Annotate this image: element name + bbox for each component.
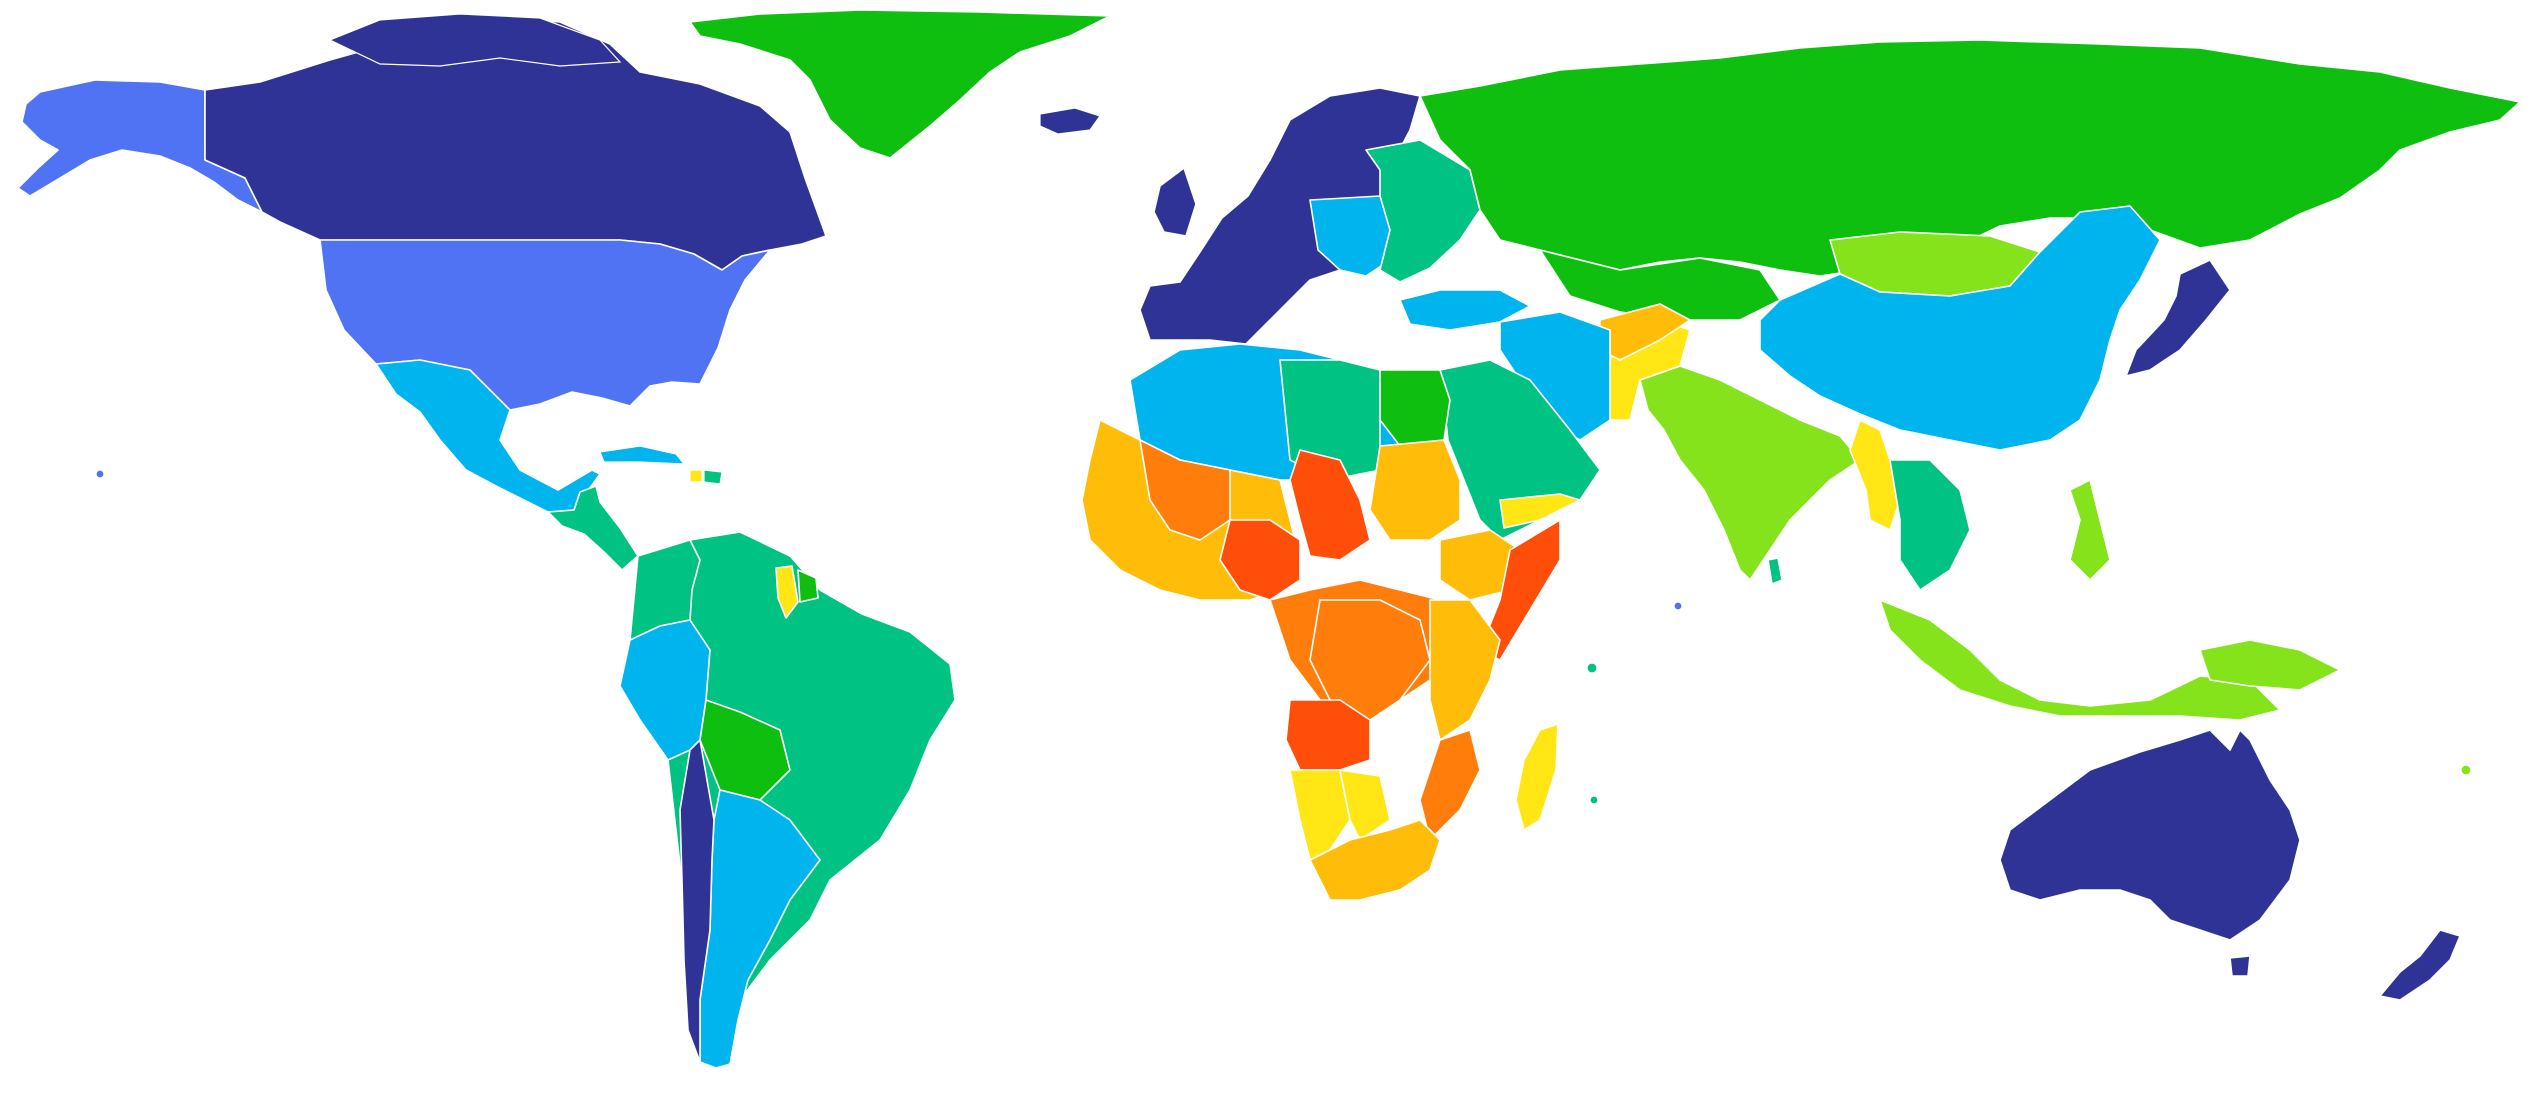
country-japan[interactable] [2125, 259, 2231, 377]
country-dr-congo[interactable] [1309, 599, 1431, 721]
country-bolivia[interactable] [699, 699, 791, 801]
country-india[interactable] [1639, 365, 1861, 581]
region-southern-africa[interactable] [1309, 819, 1441, 901]
island-seychelles [1586, 662, 1598, 674]
country-chile[interactable] [679, 739, 715, 1063]
country-myanmar[interactable] [1849, 419, 1901, 531]
country-angola[interactable] [1285, 699, 1371, 771]
country-iran[interactable] [1499, 311, 1611, 441]
country-greenland[interactable] [689, 9, 1111, 159]
region-indonesia[interactable] [1879, 599, 2281, 721]
country-kazakhstan[interactable] [1539, 249, 1781, 321]
country-madagascar[interactable] [1515, 723, 1559, 831]
country-somalia[interactable] [1479, 519, 1561, 661]
country-papua-new-guinea[interactable] [2199, 639, 2341, 691]
island-mauritius [1673, 601, 1683, 611]
country-iceland[interactable] [1039, 107, 1101, 135]
country-sudan[interactable] [1369, 439, 1461, 541]
region-canadian-arctic-islands [328, 13, 622, 67]
country-haiti[interactable] [689, 469, 703, 483]
country-tasmania[interactable] [2229, 955, 2251, 977]
country-yemen[interactable] [1499, 493, 1581, 529]
country-philippines[interactable] [2069, 479, 2111, 581]
region-east-africa[interactable] [1429, 599, 1501, 741]
country-china[interactable] [1759, 205, 2161, 451]
island-fiji [2460, 764, 2472, 776]
country-nigeria[interactable] [1219, 519, 1301, 601]
region-central-america[interactable] [547, 485, 639, 571]
country-sri-lanka[interactable] [1767, 557, 1783, 585]
island-reunion [1589, 795, 1599, 805]
country-chad[interactable] [1289, 449, 1371, 561]
country-guyana[interactable] [797, 569, 819, 603]
country-egypt[interactable] [1379, 369, 1451, 447]
country-mozambique[interactable] [1419, 729, 1481, 841]
country-suriname[interactable] [775, 565, 799, 619]
region-eastern-europe[interactable] [1365, 139, 1481, 283]
country-australia[interactable] [1999, 729, 2301, 941]
country-dominican-republic[interactable] [703, 469, 723, 485]
region-indochina[interactable] [1889, 459, 1971, 591]
country-botswana[interactable] [1339, 769, 1391, 841]
island-hawaii [95, 469, 105, 479]
country-mali[interactable] [1139, 439, 1231, 541]
country-new-zealand[interactable] [2379, 929, 2461, 1001]
country-united-kingdom[interactable] [1153, 167, 1197, 237]
region-western-europe[interactable] [1139, 87, 1421, 345]
country-turkey[interactable] [1399, 289, 1531, 331]
country-cuba[interactable] [599, 445, 686, 465]
